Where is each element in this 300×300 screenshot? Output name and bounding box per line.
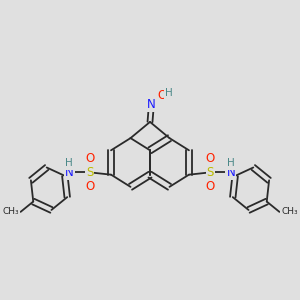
Text: CH₃: CH₃ [2,207,19,216]
Text: N: N [65,166,74,179]
Text: H: H [165,88,172,98]
Text: O: O [157,89,167,102]
Text: O: O [206,180,215,193]
Text: CH₃: CH₃ [281,207,298,216]
Text: O: O [85,152,94,165]
Text: H: H [65,158,73,168]
Text: S: S [207,166,214,179]
Text: N: N [226,166,235,179]
Text: H: H [227,158,235,168]
Text: O: O [85,180,94,193]
Text: O: O [206,152,215,165]
Text: S: S [86,166,93,179]
Text: N: N [147,98,156,111]
